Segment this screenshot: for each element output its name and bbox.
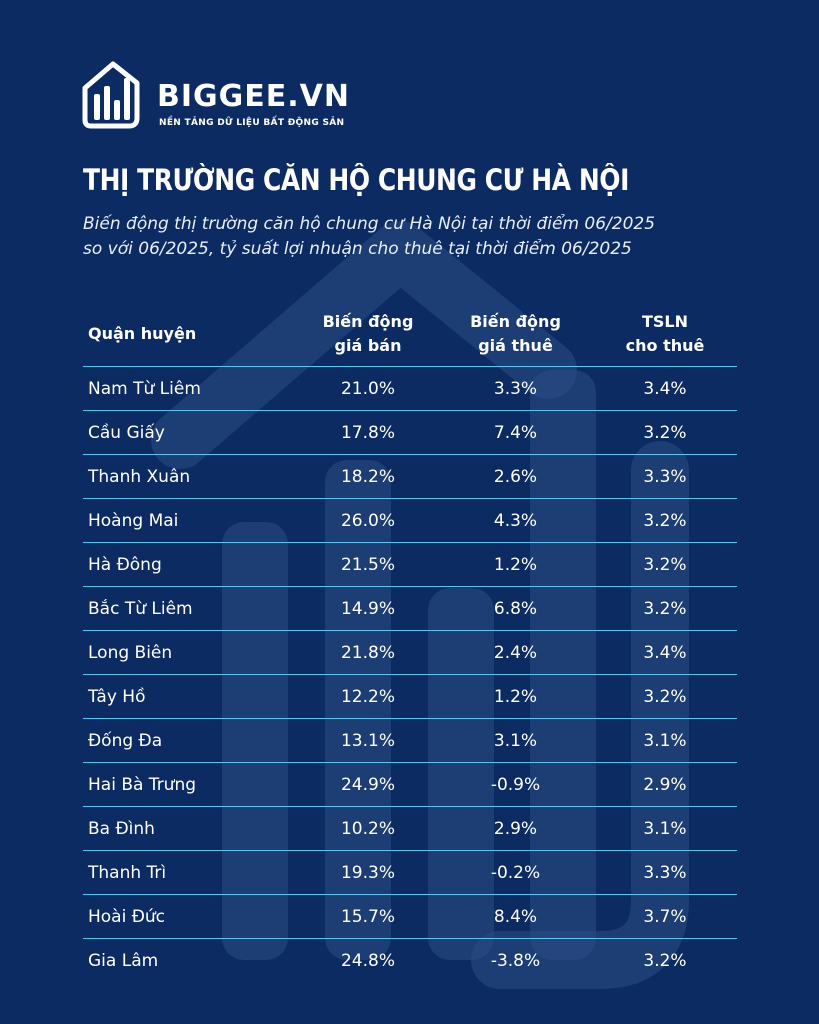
cell-rent-change: 2.4%	[493, 642, 538, 663]
cell-rent-change: 3.1%	[493, 730, 538, 751]
table-row: Cầu Giấy 17.8% 7.4% 3.2%	[83, 411, 737, 455]
table-row: Đống Đa 13.1% 3.1% 3.1%	[83, 719, 737, 763]
cell-district: Hoàng Mai	[88, 510, 179, 531]
cell-district: Thanh Xuân	[88, 466, 191, 487]
cell-district: Bắc Từ Liêm	[88, 598, 193, 619]
table-row: Hoài Đức 15.7% 8.4% 3.7%	[83, 895, 737, 939]
cell-sale-change: 15.7%	[340, 906, 395, 927]
cell-district: Hà Đông	[88, 554, 162, 575]
header-sale-line-1: Biến động	[322, 312, 414, 331]
cell-rental-yield: 3.3%	[643, 862, 687, 883]
cell-district: Ba Đình	[88, 818, 155, 839]
table-row: Thanh Trì 19.3% -0.2% 3.3%	[83, 851, 737, 895]
cell-district: Nam Từ Liêm	[88, 378, 201, 399]
table-row: Nam Từ Liêm 21.0% 3.3% 3.4%	[83, 367, 737, 411]
page-title: THỊ TRƯỜNG CĂN HỘ CHUNG CƯ HÀ NỘI	[83, 163, 629, 197]
header-district: Quận huyện	[88, 324, 197, 343]
cell-sale-change: 21.0%	[340, 378, 395, 399]
cell-rent-change: 2.9%	[493, 818, 538, 839]
subtitle-line-1: Biến động thị trường căn hộ chung cư Hà …	[83, 214, 656, 234]
cell-rent-change: 6.8%	[493, 598, 538, 619]
cell-rental-yield: 3.3%	[643, 466, 687, 487]
cell-rent-change: 3.3%	[493, 378, 538, 399]
page-subtitle: Biến động thị trường căn hộ chung cư Hà …	[83, 212, 743, 262]
header-yield-line-1: TSLN	[641, 312, 689, 331]
table-row: Bắc Từ Liêm 14.9% 6.8% 3.2%	[83, 587, 737, 631]
cell-rent-change: 2.6%	[493, 466, 538, 487]
table-row: Tây Hồ 12.2% 1.2% 3.2%	[83, 675, 737, 719]
cell-rent-change: -0.2%	[490, 862, 541, 883]
header-sale-change: Biến động giá bán	[298, 310, 438, 358]
table-row: Thanh Xuân 18.2% 2.6% 3.3%	[83, 455, 737, 499]
header-sale-line-2: giá bán	[334, 336, 402, 355]
cell-rental-yield: 3.2%	[643, 598, 687, 619]
cell-rent-change: 7.4%	[493, 422, 538, 443]
cell-rental-yield: 3.2%	[643, 686, 687, 707]
cell-district: Hoài Đức	[88, 906, 166, 927]
cell-rental-yield: 3.4%	[643, 378, 687, 399]
cell-sale-change: 13.1%	[340, 730, 395, 751]
table-row: Ba Đình 10.2% 2.9% 3.1%	[83, 807, 737, 851]
cell-rental-yield: 3.2%	[643, 422, 687, 443]
brand-header: BIGGEE.VN NỀN TẢNG DỮ LIỆU BẤT ĐỘNG SẢN	[81, 58, 381, 130]
cell-district: Đống Đa	[88, 730, 163, 751]
table-row: Hoàng Mai 26.0% 4.3% 3.2%	[83, 499, 737, 543]
header-yield-line-2: cho thuê	[625, 336, 705, 355]
cell-rent-change: 1.2%	[493, 686, 538, 707]
cell-rental-yield: 3.1%	[643, 818, 687, 839]
cell-district: Cầu Giấy	[88, 422, 165, 443]
header-rent-line-2: giá thuê	[478, 336, 553, 355]
market-table: Quận huyện Biến động giá bán Biến động g…	[83, 302, 737, 983]
cell-sale-change: 21.8%	[340, 642, 395, 663]
table-row: Hai Bà Trưng 24.9% -0.9% 2.9%	[83, 763, 737, 807]
cell-rental-yield: 3.2%	[643, 951, 687, 971]
cell-sale-change: 21.5%	[340, 554, 395, 575]
cell-rent-change: 4.3%	[493, 510, 538, 531]
cell-rent-change: 1.2%	[493, 554, 538, 575]
cell-district: Gia Lâm	[88, 951, 159, 971]
cell-rent-change: -0.9%	[490, 774, 541, 795]
cell-rent-change: 8.4%	[493, 906, 538, 927]
cell-district: Long Biên	[88, 642, 173, 663]
header-rent-line-1: Biến động	[470, 312, 561, 331]
cell-district: Tây Hồ	[88, 686, 146, 707]
header-rental-yield: TSLN cho thuê	[593, 310, 737, 358]
cell-sale-change: 19.3%	[340, 862, 395, 883]
brand-name: BIGGEE.VN	[157, 79, 350, 114]
brand-tagline: NỀN TẢNG DỮ LIỆU BẤT ĐỘNG SẢN	[159, 118, 345, 128]
cell-sale-change: 12.2%	[340, 686, 395, 707]
cell-rental-yield: 3.2%	[643, 510, 687, 531]
cell-rental-yield: 3.2%	[643, 554, 687, 575]
cell-rental-yield: 3.4%	[643, 642, 687, 663]
cell-rental-yield: 3.7%	[643, 906, 687, 927]
table-row: Gia Lâm 24.8% -3.8% 3.2%	[83, 939, 737, 983]
cell-sale-change: 24.9%	[340, 774, 395, 795]
cell-sale-change: 17.8%	[340, 422, 395, 443]
table-body: Nam Từ Liêm 21.0% 3.3% 3.4% Cầu Giấy 17.8% 7.4…	[83, 367, 737, 983]
header-rent-change: Biến động giá thuê	[438, 310, 593, 358]
cell-sale-change: 24.8%	[340, 951, 395, 971]
cell-sale-change: 26.0%	[340, 510, 395, 531]
subtitle-line-2: so với 06/2025, tỷ suất lợi nhuận cho th…	[83, 239, 632, 259]
cell-rental-yield: 3.1%	[643, 730, 687, 751]
cell-district: Thanh Trì	[88, 862, 167, 883]
table-row: Long Biên 21.8% 2.4% 3.4%	[83, 631, 737, 675]
cell-sale-change: 18.2%	[340, 466, 395, 487]
table-row: Hà Đông 21.5% 1.2% 3.2%	[83, 543, 737, 587]
cell-rent-change: -3.8%	[490, 951, 541, 971]
cell-sale-change: 14.9%	[340, 598, 395, 619]
cell-sale-change: 10.2%	[340, 818, 395, 839]
house-chart-logo-icon	[82, 61, 140, 129]
cell-district: Hai Bà Trưng	[88, 774, 197, 795]
table-header: Quận huyện Biến động giá bán Biến động g…	[83, 302, 737, 367]
cell-rental-yield: 2.9%	[643, 774, 687, 795]
